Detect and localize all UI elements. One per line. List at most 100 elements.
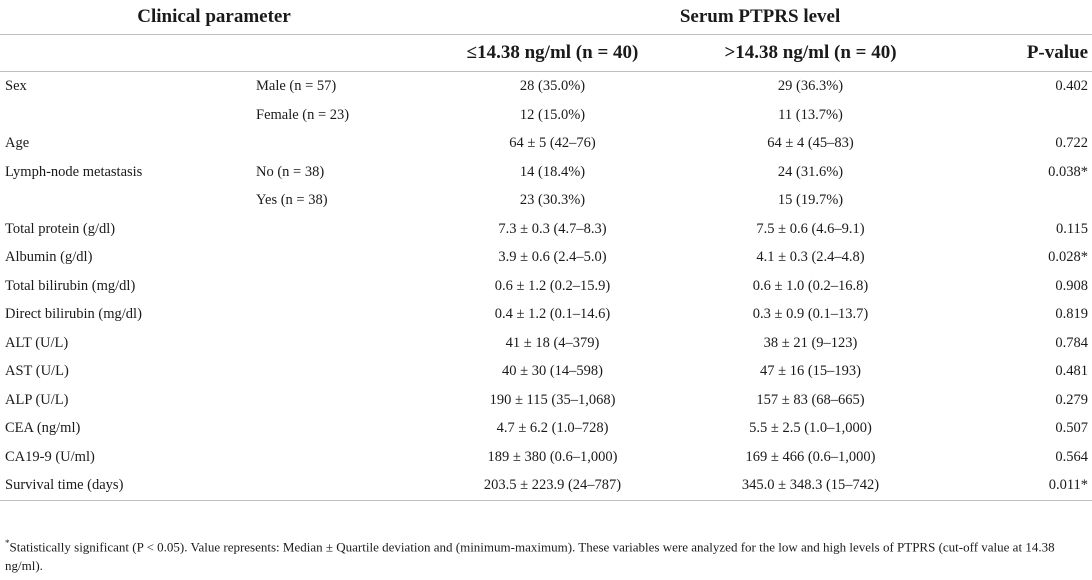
subgroup-cell: [252, 357, 428, 386]
low-group-cell: 0.4 ± 1.2 (0.1–14.6): [494, 306, 611, 322]
parameter-cell: ALP (U/L): [5, 391, 69, 408]
table-row: Lymph-node metastasis No (n = 38) 14 (18.4…: [0, 158, 1092, 187]
p-value-cell: 0.028*: [1048, 249, 1089, 265]
p-value-cell: [944, 186, 1092, 215]
parameter-cell: ALT (U/L): [5, 334, 69, 351]
table-row: Total bilirubin (mg/dl) 0.6 ± 1.2 (0.2–15…: [0, 272, 1092, 301]
p-value-cell: 0.038*: [1048, 163, 1089, 180]
p-value-cell: 0.564: [1055, 448, 1089, 465]
p-value-cell: [944, 101, 1092, 130]
parameter-cell: CEA (ng/ml): [5, 420, 81, 436]
footnote-marker: *: [5, 538, 10, 548]
high-group-header: >14.38 ng/ml (n = 40): [677, 34, 945, 72]
high-group-cell: 0.6 ± 1.0 (0.2–16.8): [752, 277, 869, 294]
parameter-cell: Direct bilirubin (mg/dl): [5, 306, 142, 322]
high-group-cell: 47 ± 16 (15–193): [760, 363, 862, 379]
p-value-header: P-value: [944, 34, 1092, 72]
parameter-cell: Lymph-node metastasis: [5, 163, 143, 180]
parameter-cell: Total protein (g/dl): [5, 220, 116, 237]
high-group-cell: 38 ± 21 (9–123): [763, 334, 858, 351]
subgroup-cell: Female (n = 23): [256, 106, 350, 123]
high-group-cell: 29 (36.3%): [777, 78, 844, 94]
table-body: Sex Male (n = 57) 28 (35.0%) 29 (36.3%) 0.40…: [0, 72, 1092, 501]
parameter-cell: [0, 101, 252, 130]
parameter-cell: Sex: [5, 78, 27, 94]
p-value-cell: 0.819: [1055, 306, 1089, 322]
low-group-cell: 14 (18.4%): [519, 163, 586, 180]
parameter-cell: Survival time (days): [0, 471, 252, 501]
high-group-cell: 345.0 ± 348.3 (15–742): [677, 471, 945, 501]
high-group-cell: 7.5 ± 0.6 (4.6–9.1): [756, 220, 865, 237]
subgroup-cell: Yes (n = 38): [256, 192, 328, 208]
parameter-cell: [0, 186, 252, 215]
high-group-cell: 169 ± 466 (0.6–1,000): [745, 448, 876, 465]
low-group-cell: 28 (35.0%): [519, 78, 586, 94]
subgroup-cell: [252, 414, 428, 443]
clinical-table: Clinical parameter Serum PTPRS level ≤14…: [0, 0, 1092, 501]
p-value-cell: 0.722: [1055, 135, 1089, 151]
table-row: Direct bilirubin (mg/dl) 0.4 ± 1.2 (0.1–1…: [0, 300, 1092, 329]
subgroup-cell: [252, 300, 428, 329]
parameter-cell: Age: [5, 135, 30, 151]
clinical-parameter-header: Clinical parameter: [0, 0, 429, 35]
table-row: Yes (n = 38) 23 (30.3%) 15 (19.7%): [0, 186, 1092, 215]
low-group-cell: 12 (15.0%): [519, 106, 586, 123]
low-group-cell: 7.3 ± 0.3 (4.7–8.3): [498, 220, 607, 237]
low-group-cell: 4.7 ± 6.2 (1.0–728): [496, 420, 609, 436]
low-group-cell: 41 ± 18 (4–379): [505, 334, 600, 351]
table-row: ALT (U/L) 41 ± 18 (4–379) 38 ± 21 (9–123) 0…: [0, 329, 1092, 358]
table-row: ALP (U/L) 190 ± 115 (35–1,068) 157 ± 83 (6…: [0, 386, 1092, 415]
subgroup-cell: [252, 129, 428, 158]
p-value-cell: 0.279: [1055, 391, 1089, 408]
p-value-cell: 0.784: [1055, 334, 1089, 351]
table-row: Total protein (g/dl) 7.3 ± 0.3 (4.7–8.3) 7…: [0, 215, 1092, 244]
p-value-cell: 0.402: [1055, 78, 1089, 94]
high-group-cell: 0.3 ± 0.9 (0.1–13.7): [752, 306, 869, 322]
high-group-cell: 64 ± 4 (45–83): [767, 135, 854, 151]
high-group-cell: 11 (13.7%): [778, 106, 843, 123]
p-value-cell: 0.908: [1055, 277, 1089, 294]
subgroup-cell: [252, 272, 428, 301]
blank-header-cell: [0, 34, 429, 72]
subgroup-cell: [252, 329, 428, 358]
low-group-header: ≤14.38 ng/ml (n = 40): [428, 34, 678, 72]
low-group-cell: 40 ± 30 (14–598): [502, 363, 604, 379]
table-row: CEA (ng/ml) 4.7 ± 6.2 (1.0–728) 5.5 ± 2.5 …: [0, 414, 1092, 443]
p-value-cell: 0.115: [1055, 220, 1089, 237]
low-group-cell: 3.9 ± 0.6 (2.4–5.0): [498, 249, 607, 265]
table-row: Age 64 ± 5 (42–76) 64 ± 4 (45–83) 0.722: [0, 129, 1092, 158]
p-value-cell: 0.011*: [944, 471, 1092, 501]
table-row: Albumin (g/dl) 3.9 ± 0.6 (2.4–5.0) 4.1 ± 0…: [0, 243, 1092, 272]
subgroup-cell: [252, 215, 428, 244]
subgroup-cell: [252, 386, 428, 415]
p-value-cell: 0.507: [1055, 420, 1089, 436]
footnote-text: Statistically significant (P < 0.05). Va…: [5, 539, 1055, 574]
table-row: Sex Male (n = 57) 28 (35.0%) 29 (36.3%) 0.40…: [0, 72, 1092, 101]
parameter-cell: Total bilirubin (mg/dl): [5, 277, 136, 294]
subgroup-cell: Male (n = 57): [256, 78, 337, 94]
table-footnote: *Statistically significant (P < 0.05). V…: [5, 534, 1085, 575]
high-group-cell: 157 ± 83 (68–665): [756, 391, 865, 408]
serum-level-header: Serum PTPRS level: [428, 0, 1092, 35]
subgroup-cell: [252, 443, 428, 472]
low-group-cell: 189 ± 380 (0.6–1,000): [487, 448, 618, 465]
low-group-cell: 203.5 ± 223.9 (24–787): [428, 471, 678, 501]
low-group-cell: 190 ± 115 (35–1,068): [489, 391, 616, 408]
table-row: Female (n = 23) 12 (15.0%) 11 (13.7%): [0, 101, 1092, 130]
subgroup-cell: [252, 471, 429, 501]
parameter-cell: Albumin (g/dl): [5, 249, 93, 265]
p-value-cell: 0.481: [1055, 363, 1089, 379]
subgroup-cell: [252, 243, 428, 272]
table-row: Survival time (days) 203.5 ± 223.9 (24–78…: [0, 471, 1092, 501]
high-group-cell: 24 (31.6%): [777, 163, 844, 180]
high-group-cell: 15 (19.7%): [777, 192, 844, 208]
parameter-cell: CA19-9 (U/ml): [5, 448, 95, 465]
low-group-cell: 23 (30.3%): [519, 192, 586, 208]
high-group-cell: 4.1 ± 0.3 (2.4–4.8): [756, 249, 865, 265]
table-row: CA19-9 (U/ml) 189 ± 380 (0.6–1,000) 169 ± …: [0, 443, 1092, 472]
subgroup-cell: No (n = 38): [256, 163, 325, 180]
high-group-cell: 5.5 ± 2.5 (1.0–1,000): [749, 420, 872, 436]
low-group-cell: 64 ± 5 (42–76): [509, 135, 596, 151]
table-row: AST (U/L) 40 ± 30 (14–598) 47 ± 16 (15–193…: [0, 357, 1092, 386]
